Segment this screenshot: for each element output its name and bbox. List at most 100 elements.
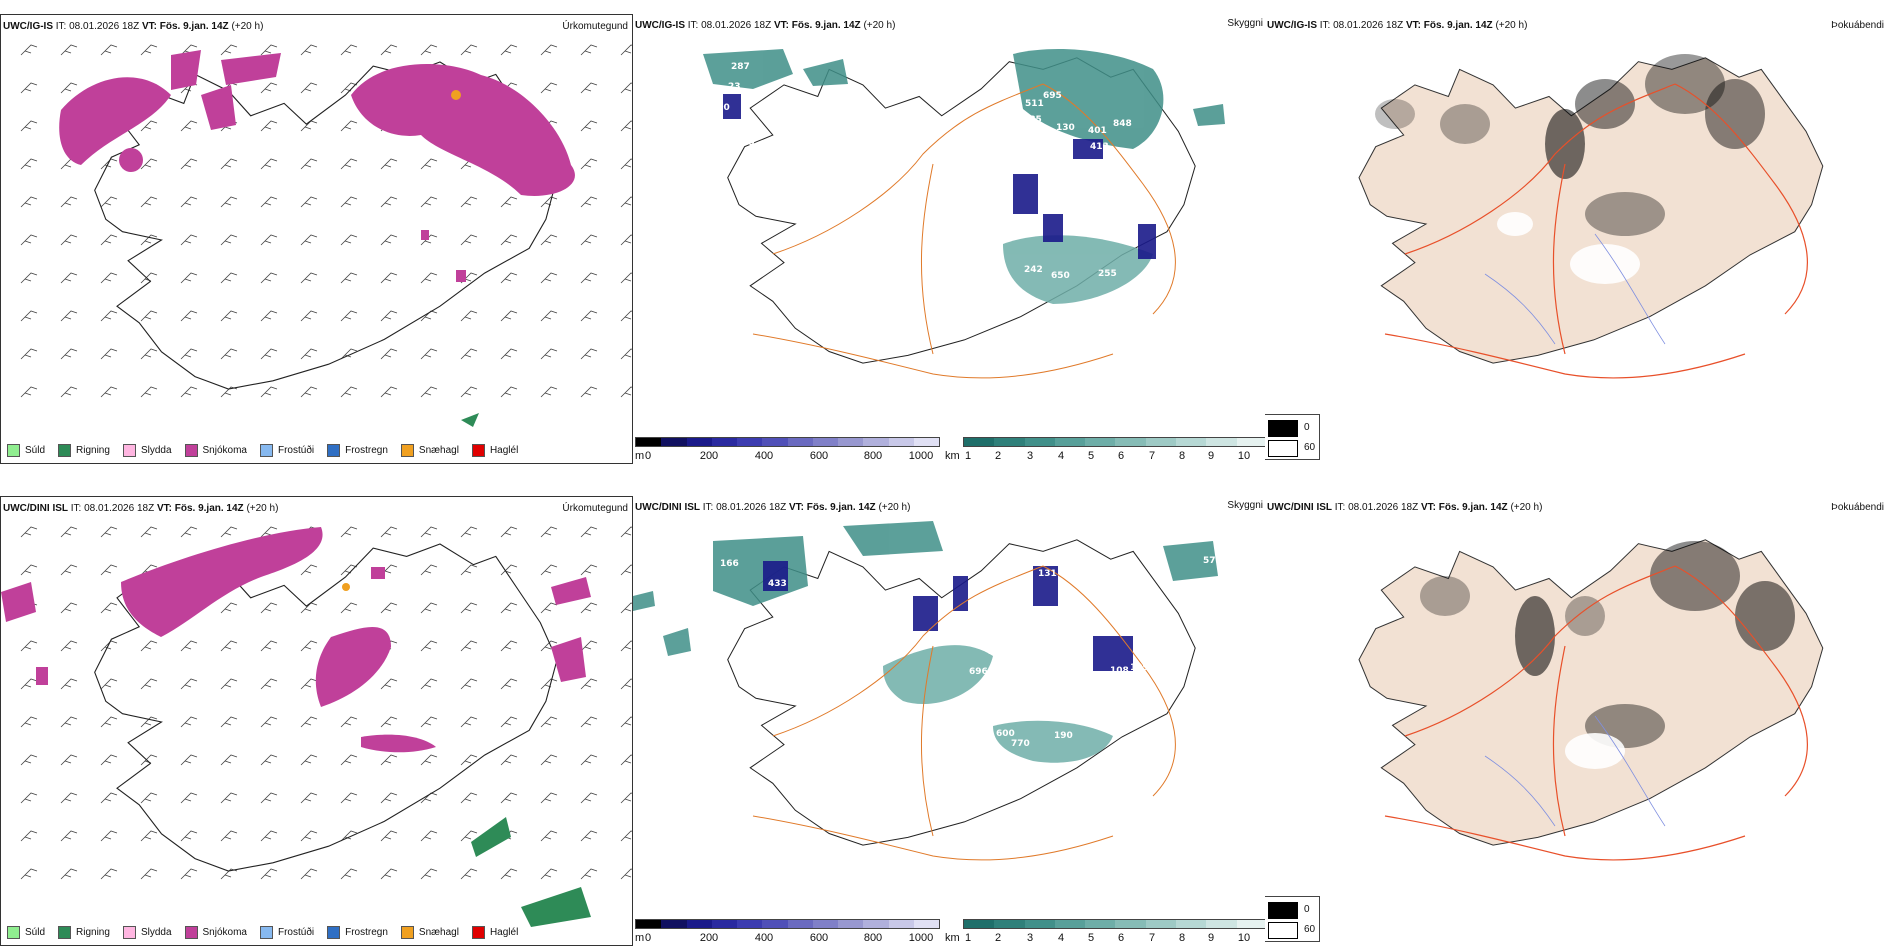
- wind-barb: [540, 348, 558, 360]
- visibility-tick: 10: [1237, 450, 1251, 462]
- wind-barb: [20, 234, 38, 246]
- wind-barb: [260, 868, 278, 880]
- ceiling-label: 848: [1113, 119, 1132, 129]
- wind-barb: [380, 754, 398, 766]
- wind-barb: [100, 196, 118, 208]
- roads: [1384, 83, 1808, 379]
- wind-barb: [100, 272, 118, 284]
- visibility-tick: 5: [1087, 932, 1095, 944]
- wind-barb: [260, 158, 278, 170]
- wind-barb: [180, 386, 198, 398]
- visibility-tick: 6: [1117, 932, 1125, 944]
- wind-barb: [620, 196, 632, 208]
- wind-barb: [60, 526, 78, 538]
- wind-barb: [540, 310, 558, 322]
- wind-barb: [500, 526, 518, 538]
- wind-barb: [60, 44, 78, 56]
- precip-panel-top: UWC/IG-IS IT: 08.01.2026 18Z VT: Fös. 9.…: [0, 14, 633, 464]
- wind-barb: [500, 678, 518, 690]
- wind-barb: [380, 310, 398, 322]
- visibility-tick: 9: [1207, 450, 1215, 462]
- fog-white: [1407, 733, 1625, 868]
- wind-barb: [60, 754, 78, 766]
- wind-barb: [580, 196, 598, 208]
- legend-item-haglel: Haglél: [471, 926, 518, 939]
- wind-barb: [260, 44, 278, 56]
- rivers: [1484, 715, 1666, 827]
- wind-barb: [340, 310, 358, 322]
- wind-barb: [580, 868, 598, 880]
- rain-area: [471, 817, 511, 857]
- panel-header: UWC/DINI ISL IT: 08.01.2026 18Z VT: Fös.…: [3, 503, 279, 514]
- ceiling-tick: 200: [699, 932, 719, 944]
- wind-barb: [220, 602, 238, 614]
- wind-barb: [340, 234, 358, 246]
- visibility-tick: 4: [1057, 932, 1065, 944]
- wind-barb: [460, 754, 478, 766]
- visibility-tick: 10: [1237, 932, 1251, 944]
- wind-barb: [620, 564, 632, 576]
- wind-barb: [460, 564, 478, 576]
- precip-map: [20, 44, 632, 427]
- wind-barb: [100, 386, 118, 398]
- ceiling-label: 770: [1011, 739, 1030, 749]
- iceland-land: [1358, 57, 1824, 364]
- wind-barb: [340, 526, 358, 538]
- ceiling-label: 190: [1054, 731, 1073, 741]
- fog-legend-white-swatch: [1268, 922, 1298, 939]
- visibility-unit: km: [945, 932, 960, 944]
- wind-barb: [300, 158, 318, 170]
- wind-barb: [620, 158, 632, 170]
- wind-barb: [100, 716, 118, 728]
- wind-barb: [260, 792, 278, 804]
- wind-barb: [140, 640, 158, 652]
- wind-barb: [580, 158, 598, 170]
- ceiling-label: 29: [953, 621, 966, 631]
- legend-item-rigning: Rigning: [58, 444, 110, 457]
- ceiling-label: 868: [998, 87, 1017, 97]
- rain-area: [521, 887, 591, 927]
- legend-item-snaehagl: Snæhagl: [400, 444, 459, 457]
- wind-barb: [220, 830, 238, 842]
- wind-barb: [60, 564, 78, 576]
- panel-header: UWC/DINI ISL IT: 08.01.2026 18Z VT: Fös.…: [1267, 502, 1543, 513]
- wind-barb: [420, 678, 438, 690]
- wind-barb: [420, 44, 438, 56]
- wind-barb: [580, 44, 598, 56]
- ceiling-label: 433: [768, 579, 787, 589]
- ceiling-tick: 1000: [908, 450, 934, 462]
- wind-barb: [540, 82, 558, 94]
- wind-barb: [540, 678, 558, 690]
- wind-barb: [620, 754, 632, 766]
- wind-barb: [20, 44, 38, 56]
- fog-legend-black-swatch: [1268, 420, 1298, 437]
- ceiling-labels: 287 23 200 30 439 868 695 768 785 534 13…: [711, 62, 1132, 281]
- wind-barb: [100, 526, 118, 538]
- wind-barb: [300, 348, 318, 360]
- wind-barb: [100, 868, 118, 880]
- wind-barb: [100, 640, 118, 652]
- vis-panel-bottom: UWC/DINI ISL IT: 08.01.2026 18Z VT: Fös.…: [633, 496, 1273, 946]
- panel-title: Skyggni: [1227, 18, 1263, 29]
- wind-barb: [540, 386, 558, 398]
- visibility-tick: 2: [994, 450, 1002, 462]
- wind-barb: [620, 44, 632, 56]
- wind-barb: [300, 82, 318, 94]
- ceiling-label: 511: [1025, 99, 1044, 109]
- ceiling-label: 894: [904, 567, 923, 577]
- wind-barb: [420, 564, 438, 576]
- wind-barb: [20, 272, 38, 284]
- wind-barb: [220, 754, 238, 766]
- wind-barb: [60, 640, 78, 652]
- visibility-colorbar: [963, 919, 1268, 929]
- wind-barb: [260, 234, 278, 246]
- wind-barb: [540, 602, 558, 614]
- wind-barb: [100, 564, 118, 576]
- wind-barb: [500, 754, 518, 766]
- wind-barb: [620, 678, 632, 690]
- ceiling-label: 534: [1036, 129, 1055, 139]
- wind-barb: [300, 196, 318, 208]
- visibility-tick: 1: [965, 450, 972, 462]
- roads: [752, 83, 1176, 379]
- wind-barb: [580, 120, 598, 132]
